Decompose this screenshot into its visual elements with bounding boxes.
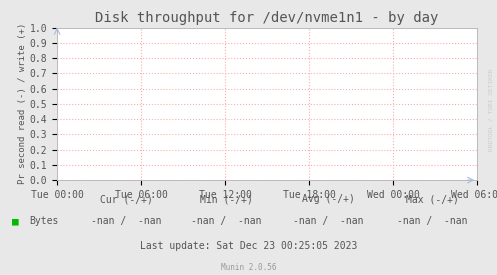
Text: ■: ■ [12,216,19,226]
Text: RRDTOOL / TOBI OETIKER: RRDTOOL / TOBI OETIKER [488,69,493,151]
Text: Bytes: Bytes [29,216,58,226]
Text: -nan /  -nan: -nan / -nan [397,216,468,226]
Text: Min (-/+): Min (-/+) [200,194,252,204]
Text: Max (-/+): Max (-/+) [406,194,459,204]
Text: -nan /  -nan: -nan / -nan [91,216,162,226]
Title: Disk throughput for /dev/nvme1n1 - by day: Disk throughput for /dev/nvme1n1 - by da… [95,11,439,25]
Text: Cur (-/+): Cur (-/+) [100,194,153,204]
Text: Avg (-/+): Avg (-/+) [302,194,354,204]
Text: -nan /  -nan: -nan / -nan [191,216,261,226]
Y-axis label: Pr second read (-) / write (+): Pr second read (-) / write (+) [18,23,27,185]
Text: Munin 2.0.56: Munin 2.0.56 [221,263,276,272]
Text: Last update: Sat Dec 23 00:25:05 2023: Last update: Sat Dec 23 00:25:05 2023 [140,241,357,251]
Text: -nan /  -nan: -nan / -nan [293,216,363,226]
